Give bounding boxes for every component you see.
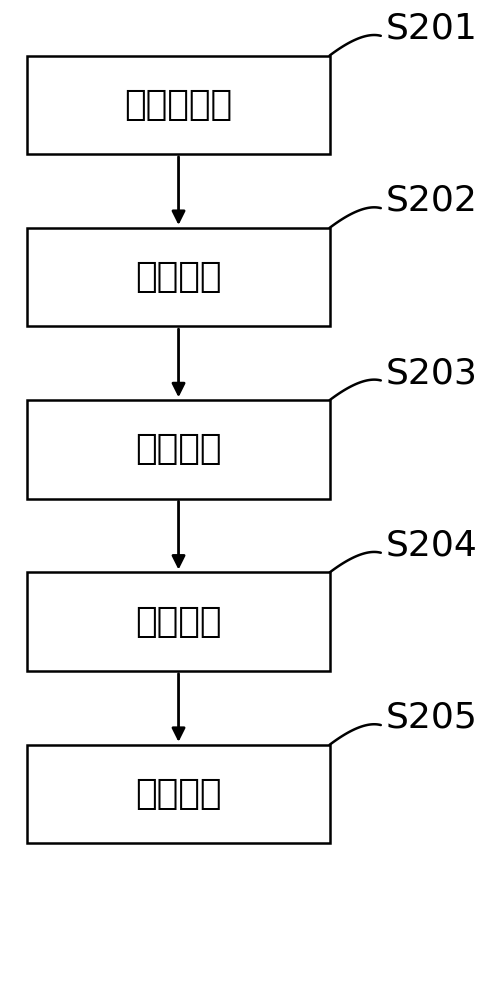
Text: 磷化液调整: 磷化液调整	[124, 88, 233, 122]
Text: S204: S204	[385, 529, 477, 563]
Bar	[27, 228, 330, 326]
Text: S201: S201	[385, 12, 477, 46]
Text: S205: S205	[385, 701, 477, 735]
Text: S202: S202	[385, 184, 477, 218]
Text: 填充处理: 填充处理	[135, 777, 222, 811]
Bar	[27, 400, 330, 499]
Text: 磷化处理: 磷化处理	[135, 260, 222, 294]
Text: 中和处理: 中和处理	[135, 605, 222, 639]
Text: 水洗工艺: 水洗工艺	[135, 432, 222, 466]
Bar	[27, 56, 330, 154]
Text: S203: S203	[385, 356, 477, 390]
Bar	[27, 745, 330, 843]
Bar	[27, 572, 330, 671]
